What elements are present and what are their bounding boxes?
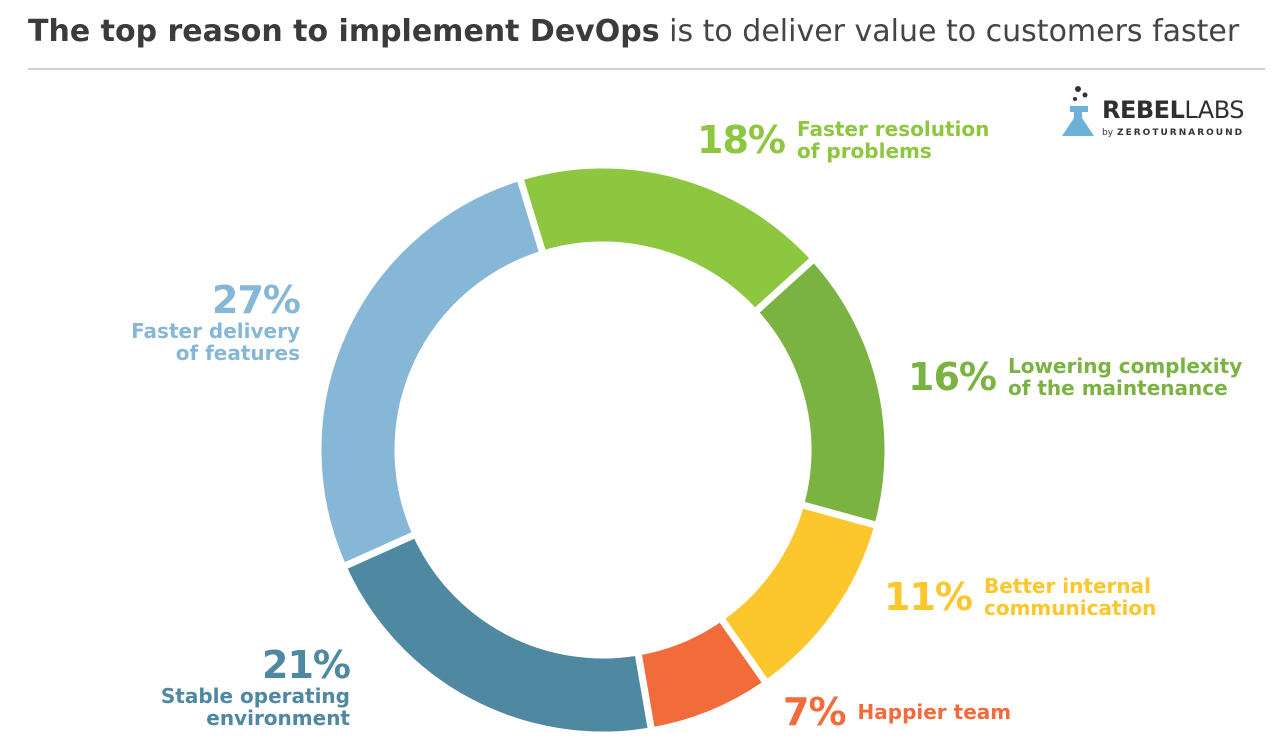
slice-1-description: Lowering complexity of the maintenance	[1008, 355, 1242, 399]
logo-name: REBELLABS	[1102, 98, 1244, 122]
slice-2-line-1: Better internal	[983, 574, 1151, 598]
label-slice-5: 27% Faster delivery of features	[60, 278, 301, 364]
label-slice-0: 18% Faster resolution of problems	[697, 118, 989, 162]
slice-4-description: Stable operating environment	[110, 685, 350, 729]
slice-2-percent: 11%	[884, 575, 973, 619]
chart-title-rest: is to deliver value to customers faster	[669, 14, 1240, 49]
slice-3-line-1: Happier team	[857, 700, 1012, 724]
slice-4-line-2: environment	[206, 706, 350, 730]
flask-icon	[1062, 86, 1094, 136]
rebellabs-logo: REBELLABS by ZEROTURNAROUND	[1058, 84, 1268, 144]
slice-2-line-2: communication	[983, 596, 1157, 620]
slice-0-line-2: of problems	[796, 139, 932, 163]
logo-sub-zero: ZERO	[1117, 128, 1153, 138]
slice-4-line-1: Stable operating	[160, 684, 350, 708]
slice-2-description: Better internal communication	[984, 575, 1156, 619]
slice-0-description: Faster resolution of problems	[797, 118, 989, 162]
label-slice-2: 11% Better internal communication	[884, 575, 1156, 619]
slice-1-line-1: Lowering complexity	[1007, 354, 1243, 378]
title-divider	[28, 68, 1265, 70]
slice-4-percent: 21%	[262, 643, 351, 687]
logo-name-rest: LABS	[1184, 96, 1244, 124]
logo-sub-rest: TURNAROUND	[1152, 128, 1245, 138]
slice-5-description: Faster delivery of features	[60, 320, 300, 364]
chart-title-bold: The top reason to implement DevOps	[28, 14, 660, 49]
slice-5-percent: 27%	[212, 278, 301, 322]
slice-5-line-1: Faster delivery	[131, 319, 300, 343]
chart-title: The top reason to implement DevOps is to…	[28, 12, 1268, 52]
donut-hole	[398, 245, 808, 655]
slice-0-line-1: Faster resolution	[796, 117, 990, 141]
label-slice-1: 16% Lowering complexity of the maintenanc…	[908, 355, 1242, 399]
slice-3-percent: 7%	[783, 690, 847, 734]
slice-0-percent: 18%	[697, 118, 786, 162]
logo-subtitle: by ZEROTURNAROUND	[1102, 128, 1244, 138]
slice-5-line-2: of features	[175, 341, 300, 365]
label-slice-3: 7% Happier team	[783, 692, 1011, 732]
slice-1-line-2: of the maintenance	[1007, 376, 1228, 400]
label-slice-4: 21% Stable operating environment	[110, 643, 351, 729]
slice-1-percent: 16%	[908, 355, 997, 399]
slice-3-description: Happier team	[858, 701, 1012, 723]
logo-name-bold: REBEL	[1102, 96, 1185, 124]
logo-by: by	[1102, 128, 1114, 138]
